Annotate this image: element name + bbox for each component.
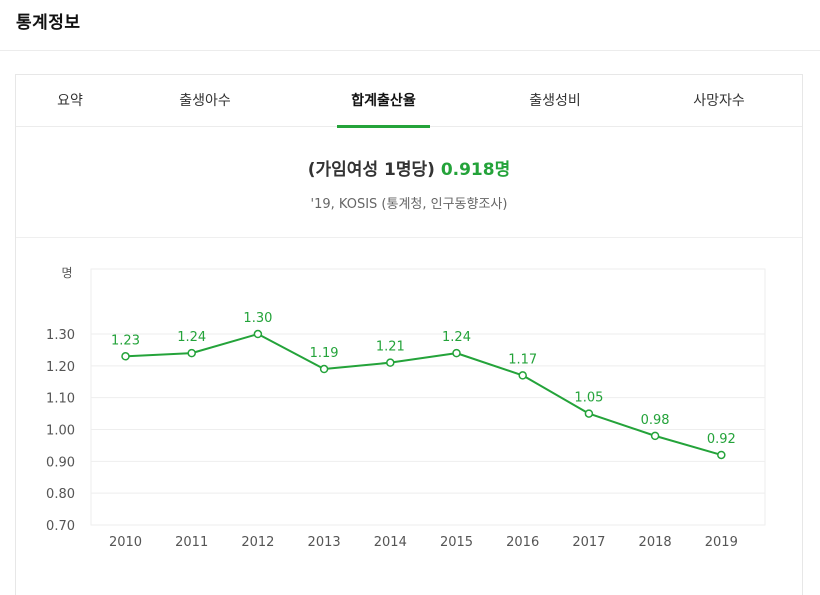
- page-title: 통계정보: [16, 13, 81, 33]
- y-tick-label: 1.20: [46, 360, 75, 375]
- data-label: 1.24: [177, 330, 206, 345]
- data-point: [518, 371, 527, 380]
- x-tick-label: 2012: [241, 535, 274, 550]
- data-point: [584, 409, 594, 418]
- y-tick-label: 1.10: [46, 392, 75, 407]
- x-tick-label: 2010: [109, 535, 142, 550]
- data-label: 0.98: [641, 413, 670, 428]
- y-tick-label: 1.30: [46, 328, 75, 343]
- data-label: 1.30: [243, 311, 272, 326]
- tab-sex-ratio-at-birth[interactable]: 출생성비: [529, 93, 581, 109]
- data-point: [319, 364, 329, 374]
- y-tick-label: 0.70: [46, 519, 75, 534]
- plot-area: [90, 268, 766, 526]
- data-label: 1.05: [574, 391, 603, 406]
- x-tick-label: 2011: [175, 535, 208, 550]
- data-label: 1.21: [376, 340, 405, 355]
- fertility-headline: (가임여성 1명당) 0.918명: [16, 155, 802, 180]
- x-tick-label: 2014: [374, 535, 407, 550]
- headline-prefix: (가임여성 1명당): [307, 160, 435, 180]
- headline-value: 0.918명: [440, 160, 511, 180]
- tab-bar: 요약 출생아수 합계출산율 출생성비 사망자수: [16, 75, 802, 128]
- data-point: [386, 358, 395, 367]
- data-point: [650, 431, 660, 441]
- data-point: [187, 348, 196, 358]
- data-label: 1.24: [442, 330, 471, 345]
- y-tick-label: 1.00: [46, 424, 75, 439]
- data-source: '19, KOSIS (통계청, 인구동향조사): [310, 197, 508, 212]
- data-point: [253, 329, 263, 339]
- y-tick-label: 0.90: [46, 455, 75, 470]
- data-point: [452, 348, 461, 358]
- statistics-card: 요약 출생아수 합계출산율 출생성비 사망자수 (가임여성 1명당) 0.918…: [15, 74, 803, 595]
- tab-summary[interactable]: 요약: [57, 93, 83, 109]
- x-tick-label: 2015: [440, 535, 473, 550]
- data-point: [121, 352, 130, 361]
- x-tick-label: 2018: [639, 535, 672, 550]
- data-label: 1.19: [310, 346, 339, 361]
- data-point: [717, 450, 726, 460]
- data-label: 1.17: [508, 352, 537, 367]
- x-tick-label: 2016: [506, 535, 539, 550]
- series-line: [125, 333, 722, 456]
- tab-deaths[interactable]: 사망자수: [693, 93, 745, 109]
- header-divider: [0, 50, 820, 51]
- x-tick-label: 2017: [572, 535, 605, 550]
- tab-births[interactable]: 출생아수: [179, 93, 231, 109]
- y-tick-label: 0.80: [46, 487, 75, 502]
- section-divider: [16, 237, 802, 238]
- data-label: 1.23: [111, 333, 140, 348]
- x-tick-label: 2013: [308, 535, 341, 550]
- x-tick-label: 2019: [705, 535, 738, 550]
- data-label: 0.92: [707, 432, 736, 447]
- tab-total-fertility-rate[interactable]: 합계출산율: [337, 75, 430, 128]
- y-axis-unit-label: 명: [61, 266, 72, 280]
